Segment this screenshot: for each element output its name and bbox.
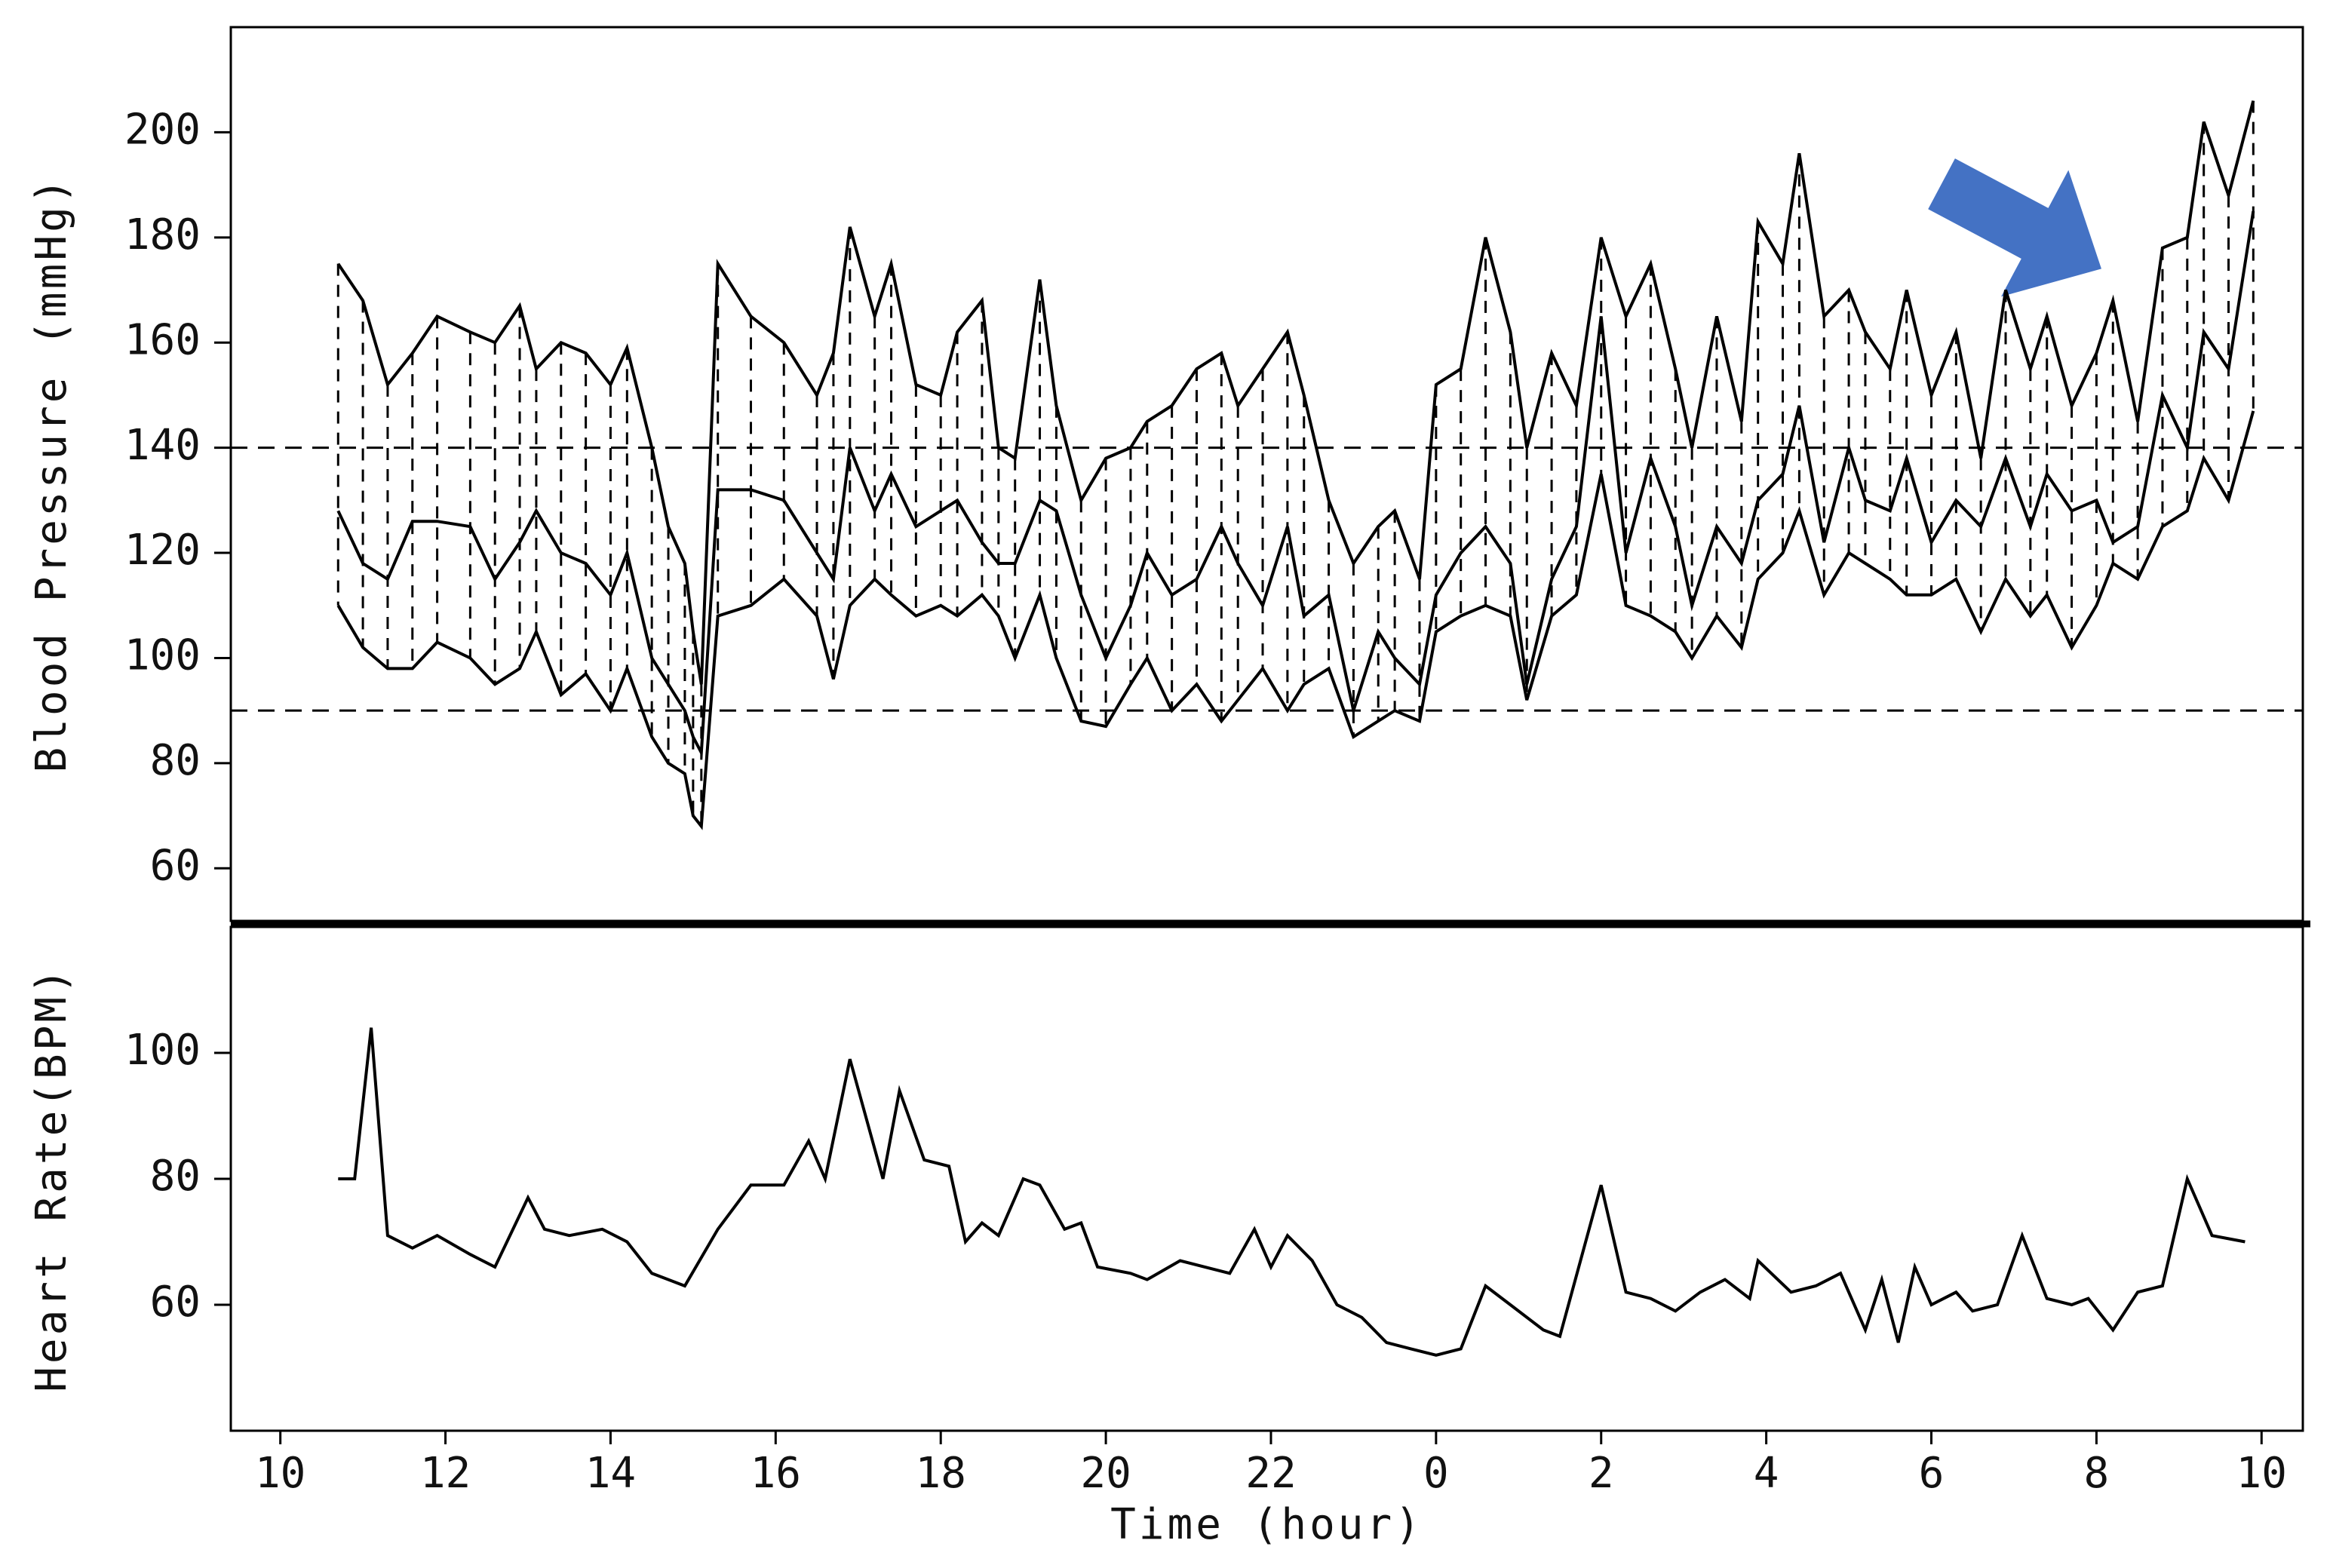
x-tick-label: 0 xyxy=(1423,1449,1449,1498)
y-tick-label: 100 xyxy=(124,631,201,680)
y-tick-label: 60 xyxy=(150,1278,201,1327)
x-tick-label: 12 xyxy=(420,1449,471,1498)
y-tick-label: 180 xyxy=(124,210,201,259)
x-tick-label: 6 xyxy=(1919,1449,1945,1498)
x-tick-label: 14 xyxy=(585,1449,636,1498)
x-tick-label: 22 xyxy=(1245,1449,1296,1498)
x-axis-title: Time (hour) xyxy=(1110,1500,1423,1549)
x-tick-label: 10 xyxy=(2236,1449,2287,1498)
y-axis-title: Heart Rate(BPM) xyxy=(27,965,76,1392)
y-tick-label: 60 xyxy=(150,841,201,890)
x-tick-label: 8 xyxy=(2084,1449,2110,1498)
x-tick-label: 16 xyxy=(751,1449,801,1498)
x-tick-label: 20 xyxy=(1080,1449,1131,1498)
x-tick-label: 18 xyxy=(915,1449,965,1498)
y-tick-label: 120 xyxy=(124,526,201,575)
x-tick-label: 4 xyxy=(1754,1449,1779,1498)
arrow-shape xyxy=(1928,158,2101,297)
y-tick-label: 200 xyxy=(124,106,201,155)
plot-frame xyxy=(229,925,2304,1432)
data-line xyxy=(336,410,2255,830)
data-line xyxy=(336,100,2255,685)
x-tick-label: 2 xyxy=(1589,1449,1614,1498)
y-tick-label: 100 xyxy=(124,1026,201,1075)
plot-frame xyxy=(229,26,2304,922)
y-tick-label: 140 xyxy=(124,421,201,470)
x-tick-label: 10 xyxy=(255,1449,305,1498)
data-line xyxy=(336,210,2255,759)
y-tick-label: 160 xyxy=(124,315,201,364)
annotation-arrow xyxy=(1928,158,2101,297)
y-tick-label: 80 xyxy=(150,1152,201,1201)
y-tick-label: 80 xyxy=(150,736,201,785)
y-axis-title: Blood Pressure (mmHg) xyxy=(27,175,76,772)
data-line xyxy=(338,1027,2246,1357)
